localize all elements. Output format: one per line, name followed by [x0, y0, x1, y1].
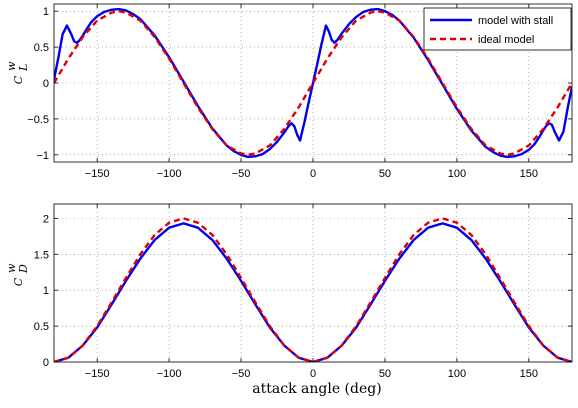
x-tick-label: −100: [157, 368, 182, 380]
y-tick-label: 1.5: [34, 249, 49, 261]
x-tick-label: 150: [520, 368, 538, 380]
x-tick-label: 0: [310, 368, 316, 380]
ideal-model-line: [54, 9, 572, 157]
y-tick-label: 1: [43, 6, 49, 18]
y-label-symbol: C: [12, 277, 25, 286]
y-label-superscript: w: [5, 61, 18, 71]
y-label-subscript: L: [17, 64, 30, 72]
y-axis-label-drag: C w D: [5, 263, 30, 286]
x-tick-label: −150: [85, 368, 110, 380]
drag-coefficient-panel: −150 −100 −50 0 50 100 150 0 0.5 1 1.5 2: [34, 203, 573, 380]
legend-label-ideal-model: ideal model: [478, 34, 534, 46]
x-tick-label: −100: [157, 168, 182, 180]
y-tick-label: 0.5: [34, 321, 49, 333]
legend-box: [423, 7, 572, 51]
y-tick-label: 0.5: [34, 42, 49, 54]
legend: model with stall ideal model: [423, 7, 572, 51]
y-tick-label: −0.5: [27, 114, 49, 126]
y-axis-label-lift: C w L: [5, 61, 30, 84]
x-tick-label: 0: [310, 168, 316, 180]
y-tick-label: −1: [36, 150, 49, 162]
x-tick-label: −150: [85, 168, 110, 180]
y-tick-label: 2: [43, 213, 49, 225]
model-with-stall-line: [54, 222, 572, 362]
x-axis-label: attack angle (deg): [252, 381, 381, 397]
y-tick-label: 1: [43, 285, 49, 297]
y-tick-label: 0: [43, 78, 49, 90]
x-tick-label: 50: [379, 368, 391, 380]
x-tick-label: 100: [448, 168, 466, 180]
x-tick-label: 100: [448, 368, 466, 380]
x-tick-label: 150: [520, 168, 538, 180]
x-tick-label: −50: [232, 168, 251, 180]
x-tick-label: 50: [379, 168, 391, 180]
plot-area: [54, 204, 572, 362]
legend-label-model-with-stall: model with stall: [478, 15, 553, 27]
y-label-subscript: D: [17, 264, 30, 274]
y-label-symbol: C: [12, 75, 25, 84]
y-tick-label: 0: [43, 357, 49, 369]
ideal-model-line: [54, 217, 572, 362]
model-with-stall-line: [54, 7, 572, 159]
x-tick-label: −50: [232, 368, 251, 380]
y-label-superscript: w: [5, 263, 18, 273]
